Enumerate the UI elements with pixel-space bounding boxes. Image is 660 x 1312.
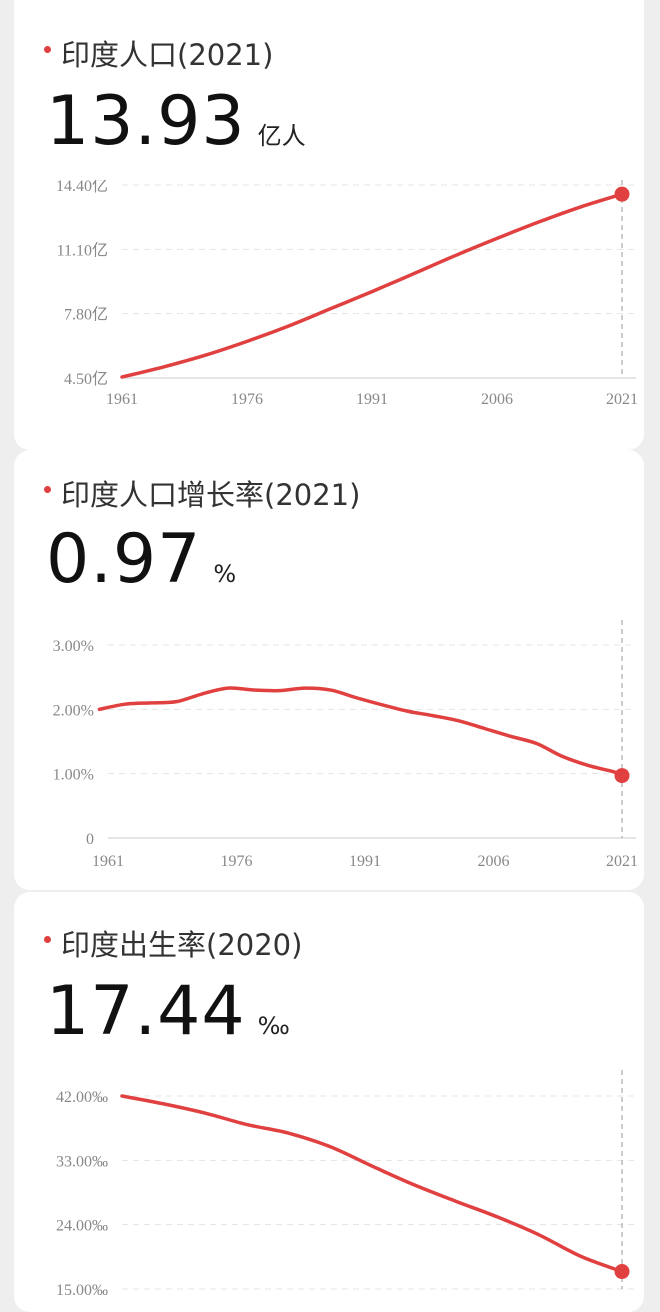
card-title: 印度人口(2021) — [44, 32, 273, 74]
latest-point-marker — [614, 768, 630, 784]
x-tick-label: 1961 — [106, 391, 138, 408]
x-tick-label: 2021 — [606, 853, 638, 870]
y-tick-label: 1.00% — [53, 767, 94, 784]
metric-number: 0.97 — [46, 520, 202, 599]
bullet-dot-icon — [44, 485, 51, 493]
metric-number: 17.44 — [46, 972, 246, 1051]
metric-value: 0.97 % — [46, 520, 236, 599]
card-title: 印度出生率(2020) — [44, 922, 302, 964]
y-tick-label: 4.50亿 — [64, 370, 108, 388]
latest-point-marker — [614, 186, 630, 202]
growth-rate-card: 印度人口增长率(2021) 0.97 % 0 1.00% 2.00% 3.00% 196… — [14, 450, 644, 890]
x-tick-label: 1976 — [231, 391, 263, 408]
card-title-text: 印度人口(2021) — [61, 38, 274, 72]
y-tick-label: 3.00% — [53, 638, 94, 655]
card-title-text: 印度人口增长率(2021) — [61, 478, 361, 512]
series-line — [120, 192, 624, 379]
y-tick-label: 2.00% — [53, 702, 94, 719]
y-tick-label: 24.00‰ — [56, 1218, 108, 1235]
metric-unit: 亿人 — [257, 122, 306, 150]
bullet-dot-icon — [44, 935, 51, 943]
x-tick-label: 2006 — [478, 853, 510, 870]
card-title-text: 印度出生率(2020) — [61, 928, 303, 962]
bullet-dot-icon — [44, 45, 51, 53]
x-tick-label: 2006 — [481, 391, 513, 408]
y-tick-label: 33.00‰ — [56, 1153, 108, 1170]
birth-rate-card: 印度出生率(2020) 17.44 ‰ 15.00‰ 24.00‰ 33.00‰ 42… — [14, 892, 644, 1312]
x-tick-label: 1961 — [92, 853, 124, 870]
growth-rate-line-chart[interactable]: 0 1.00% 2.00% 3.00% 1961 1976 1991 2006 2021 — [14, 620, 644, 890]
metric-number: 13.93 — [46, 82, 246, 161]
y-tick-label: 42.00‰ — [56, 1089, 108, 1106]
x-tick-label: 1976 — [221, 853, 253, 870]
population-line-chart[interactable]: 4.50亿 7.80亿 11.10亿 14.40亿 1961 1976 1991 2006 20… — [14, 180, 644, 450]
y-tick-label: 0 — [86, 831, 94, 848]
metric-unit: ‰ — [257, 1012, 290, 1040]
population-card: 印度人口(2021) 13.93 亿人 4.50亿 7.80亿 11.10亿 14.4… — [14, 0, 644, 450]
y-tick-label: 14.40亿 — [56, 180, 108, 195]
y-tick-label: 15.00‰ — [56, 1282, 108, 1299]
metric-value: 17.44 ‰ — [46, 972, 290, 1051]
metric-unit: % — [213, 560, 237, 588]
birth-rate-line-chart[interactable]: 15.00‰ 24.00‰ 33.00‰ 42.00‰ — [14, 1070, 644, 1312]
y-tick-label: 11.10亿 — [57, 241, 108, 259]
latest-point-marker — [614, 1264, 630, 1280]
y-tick-label: 7.80亿 — [64, 306, 108, 324]
metric-value: 13.93 亿人 — [46, 82, 306, 161]
series-line — [97, 686, 624, 778]
card-title: 印度人口增长率(2021) — [44, 472, 360, 514]
x-tick-label: 2021 — [606, 391, 638, 408]
series-line — [120, 1094, 624, 1274]
x-tick-label: 1991 — [349, 853, 381, 870]
x-tick-label: 1991 — [356, 391, 388, 408]
